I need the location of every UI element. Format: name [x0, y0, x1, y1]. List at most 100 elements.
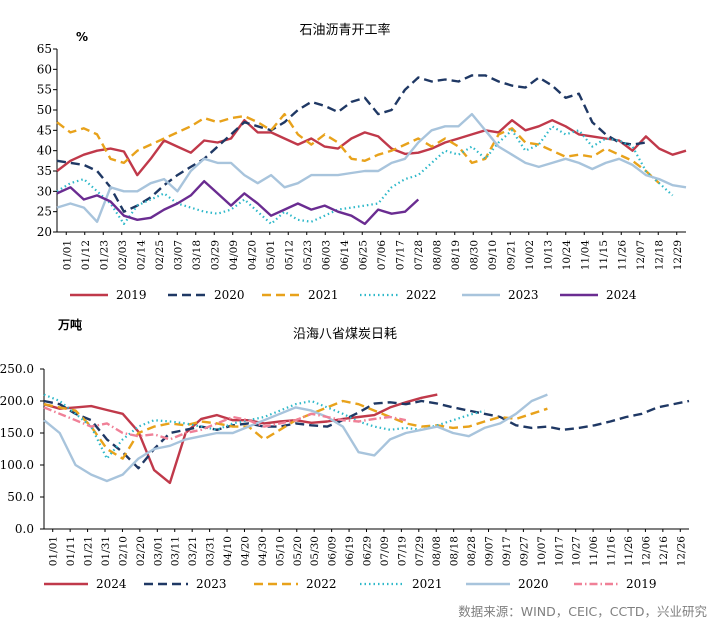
chart2-x-tick-label: 04/30	[257, 536, 269, 566]
chart2-x-tick-label: 02/20	[135, 536, 147, 566]
chart1-y-tick-label: 25	[37, 205, 52, 219]
chart2-legend-label-2021: 2021	[412, 577, 443, 591]
chart1-unit-label: %	[76, 30, 88, 44]
chart1-x-tick-label: 11/04	[579, 240, 591, 271]
chart1-y-tick-label: 50	[37, 103, 52, 117]
chart1-x-tick-label: 08/19	[450, 240, 462, 270]
chart1-legend-label-2020: 2020	[214, 288, 245, 302]
chart1-series-line-2024	[56, 179, 420, 226]
chart1-x-tick-label: 04/09	[228, 240, 240, 270]
chart2-x-tick-label: 11/06	[588, 536, 600, 567]
chart2-x-tick-label: 09/07	[484, 536, 496, 566]
chart1-legend-label-2023: 2023	[508, 288, 539, 302]
chart2-y-tick-label: 100.0	[0, 458, 34, 472]
chart1-legend-label-2019: 2019	[116, 288, 147, 302]
chart1-x-tick-label: 09/10	[487, 240, 499, 270]
chart1-x-tick-label: 06/25	[357, 240, 369, 270]
chart1-x-tick-label: 10/24	[561, 240, 573, 271]
chart1-series-line-2021	[56, 112, 661, 185]
chart1-x-tick-label: 04/20	[246, 240, 258, 270]
chart1-x-tick-label: 07/17	[394, 240, 406, 270]
chart2-x-tick-label: 06/19	[344, 536, 356, 566]
chart1-x-tick-label: 02/03	[117, 240, 129, 270]
chart1-series-line-2019	[56, 118, 687, 177]
chart2-title: 沿海八省煤炭日耗	[293, 327, 397, 342]
chart2-x-tick-label: 06/09	[327, 536, 339, 566]
chart2-y-tick-label: 200.0	[0, 394, 34, 408]
chart1-x-tick-label: 11/15	[598, 240, 610, 270]
chart1-x-tick-label: 05/23	[302, 240, 314, 270]
chart1-x-tick-label: 07/06	[376, 240, 388, 271]
chart1-y-tick-label: 60	[37, 62, 52, 76]
chart1-x-tick-label: 03/18	[191, 240, 203, 270]
chart2-x-tick-label: 05/20	[292, 536, 304, 566]
chart1-y-tick-label: 30	[37, 184, 52, 198]
chart2-x-tick-label: 02/10	[117, 536, 129, 566]
chart2-series-line-2024	[43, 393, 438, 485]
chart1-series-line-2020	[56, 74, 647, 213]
chart2-legend-label-2020: 2020	[518, 577, 549, 591]
chart2-unit-label: 万吨	[57, 317, 82, 332]
chart2-x-tick-label: 12/06	[640, 536, 652, 567]
chart1-x-tick-label: 02/25	[154, 240, 166, 270]
chart1-x-tick-label: 03/29	[209, 240, 221, 270]
chart1-x-tick-label: 01/23	[98, 240, 110, 270]
chart2-x-tick-label: 01/01	[48, 536, 60, 566]
chart2-legend-label-2022: 2022	[306, 577, 337, 591]
chart1-legend-label-2024: 2024	[606, 288, 637, 302]
chart2-x-tick-label: 03/31	[205, 536, 217, 566]
chart1-x-tick-label: 01/01	[61, 240, 73, 270]
chart1-x-tick-label: 09/21	[505, 240, 517, 270]
chart2-x-tick-label: 12/26	[675, 536, 687, 567]
chart2-legend-label-2023: 2023	[196, 577, 227, 591]
chart1-x-tick-label: 10/02	[524, 240, 536, 270]
chart2-series-line-2021	[43, 393, 485, 460]
chart2-x-tick-label: 11/16	[606, 536, 618, 567]
chart1-y-tick-label: 65	[37, 42, 52, 56]
chart2-series-line-2019	[43, 406, 407, 441]
chart2-x-tick-label: 04/20	[239, 536, 251, 566]
chart2-y-tick-label: 250.0	[0, 362, 34, 376]
chart2-x-tick-label: 05/30	[309, 536, 321, 566]
chart2-legend-label-2024: 2024	[96, 577, 127, 591]
chart2-x-tick-label: 10/07	[536, 536, 548, 566]
chart1-legend-label-2021: 2021	[308, 288, 339, 302]
chart2-x-tick-label: 08/08	[431, 536, 443, 566]
chart1-title: 石油沥青开工率	[299, 22, 390, 38]
chart2-x-tick-label: 01/11	[65, 536, 77, 566]
chart1-x-tick-label: 06/03	[320, 240, 332, 270]
chart1-x-tick-label: 07/28	[413, 240, 425, 270]
chart2-x-tick-label: 10/27	[571, 536, 583, 566]
chart2-series-line-2023	[43, 399, 690, 470]
data-source-note: 数据来源：WIND，CEIC，CCTD，兴业研究	[458, 604, 707, 619]
chart1-x-tick-label: 08/08	[431, 240, 443, 270]
chart1-x-tick-label: 12/29	[672, 240, 684, 270]
chart2-x-tick-label: 05/10	[274, 536, 286, 566]
chart1-x-tick-label: 12/18	[653, 240, 665, 270]
chart2-x-tick-label: 09/27	[518, 536, 530, 566]
chart2-y-tick-label: 150.0	[0, 426, 34, 440]
chart1-x-tick-label: 10/13	[542, 240, 554, 270]
chart1-x-tick-label: 05/12	[283, 240, 295, 270]
chart2-x-tick-label: 07/09	[379, 536, 391, 566]
chart2-x-tick-label: 09/17	[501, 536, 513, 566]
chart2-x-tick-label: 07/19	[396, 536, 408, 566]
chart1-y-tick-label: 45	[37, 123, 52, 137]
chart2-y-tick-label: 50.0	[7, 490, 34, 504]
chart2-x-tick-label: 07/29	[414, 536, 426, 566]
chart1-series-line-2022	[56, 125, 674, 225]
chart1-x-tick-label: 12/07	[635, 240, 647, 270]
chart2-x-tick-label: 08/28	[466, 536, 478, 566]
chart1-x-tick-label: 01/12	[80, 240, 92, 270]
chart2-x-tick-label: 12/16	[658, 536, 670, 567]
chart2-x-tick-label: 10/17	[553, 536, 565, 566]
chart1-x-tick-label: 06/14	[339, 240, 351, 271]
chart2-x-tick-label: 01/21	[83, 536, 95, 566]
chart1-x-tick-label: 03/07	[172, 240, 184, 270]
chart1-x-tick-label: 02/14	[135, 240, 147, 271]
chart2-series-line-2020	[43, 393, 548, 483]
chart1-x-tick-label: 11/26	[616, 240, 628, 271]
chart2-x-tick-label: 01/31	[100, 536, 112, 566]
chart2-x-tick-label: 08/18	[449, 536, 461, 566]
chart2-x-tick-label: 03/01	[152, 536, 164, 566]
